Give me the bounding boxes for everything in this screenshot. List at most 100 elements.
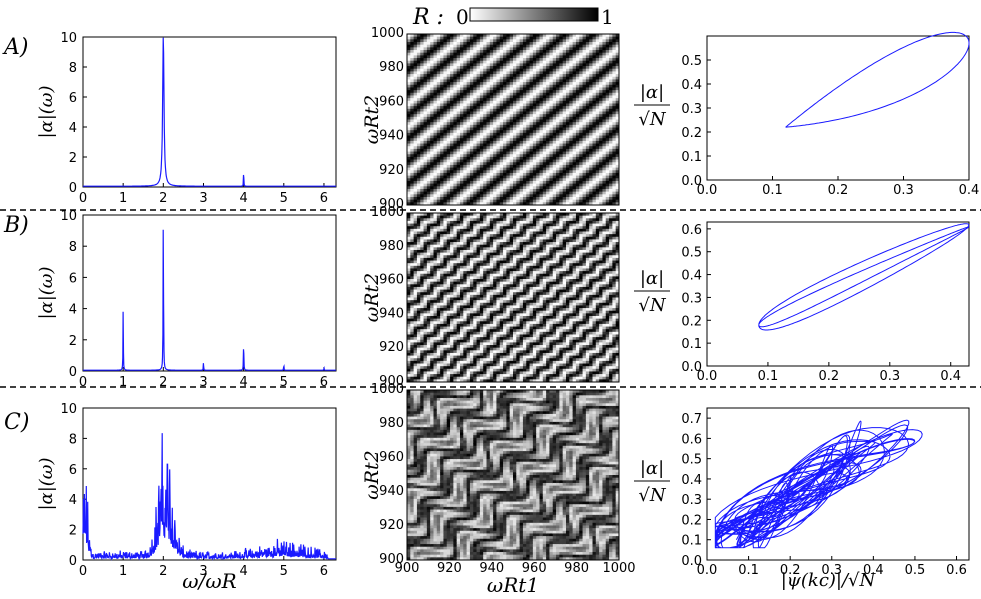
- density-cell: [539, 103, 544, 107]
- density-cell: [410, 119, 415, 123]
- density-cell: [489, 71, 494, 75]
- density-cell: [486, 42, 491, 46]
- density-cell: [489, 202, 494, 206]
- density-cell: [539, 135, 544, 139]
- density-cell: [522, 52, 527, 56]
- density-cell: [513, 108, 517, 112]
- density-cell: [569, 127, 574, 131]
- density-cell: [493, 100, 497, 104]
- density-cell: [605, 50, 610, 54]
- density-cell: [476, 71, 481, 75]
- density-cell: [473, 66, 478, 70]
- x-tick-label: 0.4: [959, 183, 980, 198]
- density-cell: [605, 146, 610, 150]
- density-cell: [469, 186, 474, 190]
- density-cell: [532, 146, 537, 150]
- density-cell: [456, 87, 461, 91]
- density-cell: [440, 63, 444, 67]
- density-cell: [522, 138, 527, 142]
- density-cell: [585, 162, 590, 166]
- density-cell: [469, 116, 474, 120]
- density-cell: [460, 63, 464, 67]
- density-cell: [602, 68, 607, 72]
- density-cell: [609, 44, 613, 48]
- density-cell: [599, 60, 603, 64]
- density-cell: [460, 172, 464, 177]
- density-cell: [582, 34, 587, 38]
- density-cell: [615, 108, 620, 112]
- density-cell: [433, 68, 438, 72]
- density-cell: [456, 199, 461, 203]
- density-cell: [446, 50, 451, 54]
- density-cell: [473, 87, 478, 91]
- density-cell: [615, 164, 620, 169]
- density-cell: [509, 79, 514, 83]
- density-cell: [615, 127, 620, 131]
- density-cell: [615, 68, 620, 72]
- density-cell: [552, 95, 557, 99]
- density-cell: [536, 106, 540, 110]
- density-cell: [433, 191, 438, 195]
- density-cell: [609, 196, 613, 201]
- density-cell: [460, 82, 464, 86]
- density-cell: [546, 130, 550, 134]
- density-cell: [546, 76, 550, 80]
- density-cell: [589, 39, 593, 43]
- density-cell: [420, 108, 425, 112]
- density-cell: [466, 188, 471, 193]
- density-cell: [522, 140, 527, 145]
- density-cell: [433, 95, 438, 99]
- density-cell: [615, 183, 620, 187]
- density-cell: [509, 132, 514, 137]
- density-cell: [423, 186, 428, 190]
- density-cell: [592, 44, 597, 48]
- density-cell: [460, 60, 464, 64]
- density-cell: [566, 188, 570, 193]
- density-cell: [516, 122, 521, 126]
- density-cell: [559, 66, 564, 70]
- density-cell: [562, 50, 567, 54]
- density-cell: [532, 143, 537, 147]
- density-cell: [496, 138, 501, 142]
- density-cell: [446, 55, 451, 59]
- density-cell: [450, 44, 454, 48]
- density-cell: [582, 87, 587, 91]
- density-cell: [509, 162, 514, 166]
- density-cell: [519, 191, 524, 195]
- density-cell: [463, 202, 468, 206]
- density-cell: [585, 82, 590, 86]
- density-cell: [556, 116, 560, 120]
- density-cell: [566, 55, 570, 59]
- density-cell: [595, 180, 600, 185]
- density-cell: [436, 151, 441, 155]
- density-cell: [575, 180, 580, 185]
- density-cell: [562, 90, 567, 94]
- density-cell: [407, 199, 411, 203]
- density-cell: [599, 199, 603, 203]
- density-cell: [609, 199, 613, 203]
- density-cell: [599, 71, 603, 75]
- density-cell: [456, 82, 461, 86]
- density-cell: [456, 138, 461, 142]
- density-cell: [575, 66, 580, 70]
- density-cell: [542, 148, 547, 153]
- density-cell: [605, 66, 610, 70]
- density-cell: [483, 60, 487, 64]
- density-cell: [436, 138, 441, 142]
- density-cell: [476, 55, 481, 59]
- density-cell: [592, 170, 597, 174]
- density-cell: [469, 44, 474, 48]
- density-cell: [566, 50, 570, 54]
- density-cell: [486, 114, 491, 118]
- density-cell: [469, 194, 474, 198]
- density-cell: [469, 82, 474, 86]
- density-cell: [513, 36, 517, 40]
- density-cell: [526, 50, 531, 54]
- density-cell: [595, 178, 600, 182]
- density-cell: [420, 74, 425, 78]
- density-cell: [585, 60, 590, 64]
- density-cell: [599, 194, 603, 198]
- density-cell: [529, 116, 534, 120]
- density-cell: [526, 132, 531, 137]
